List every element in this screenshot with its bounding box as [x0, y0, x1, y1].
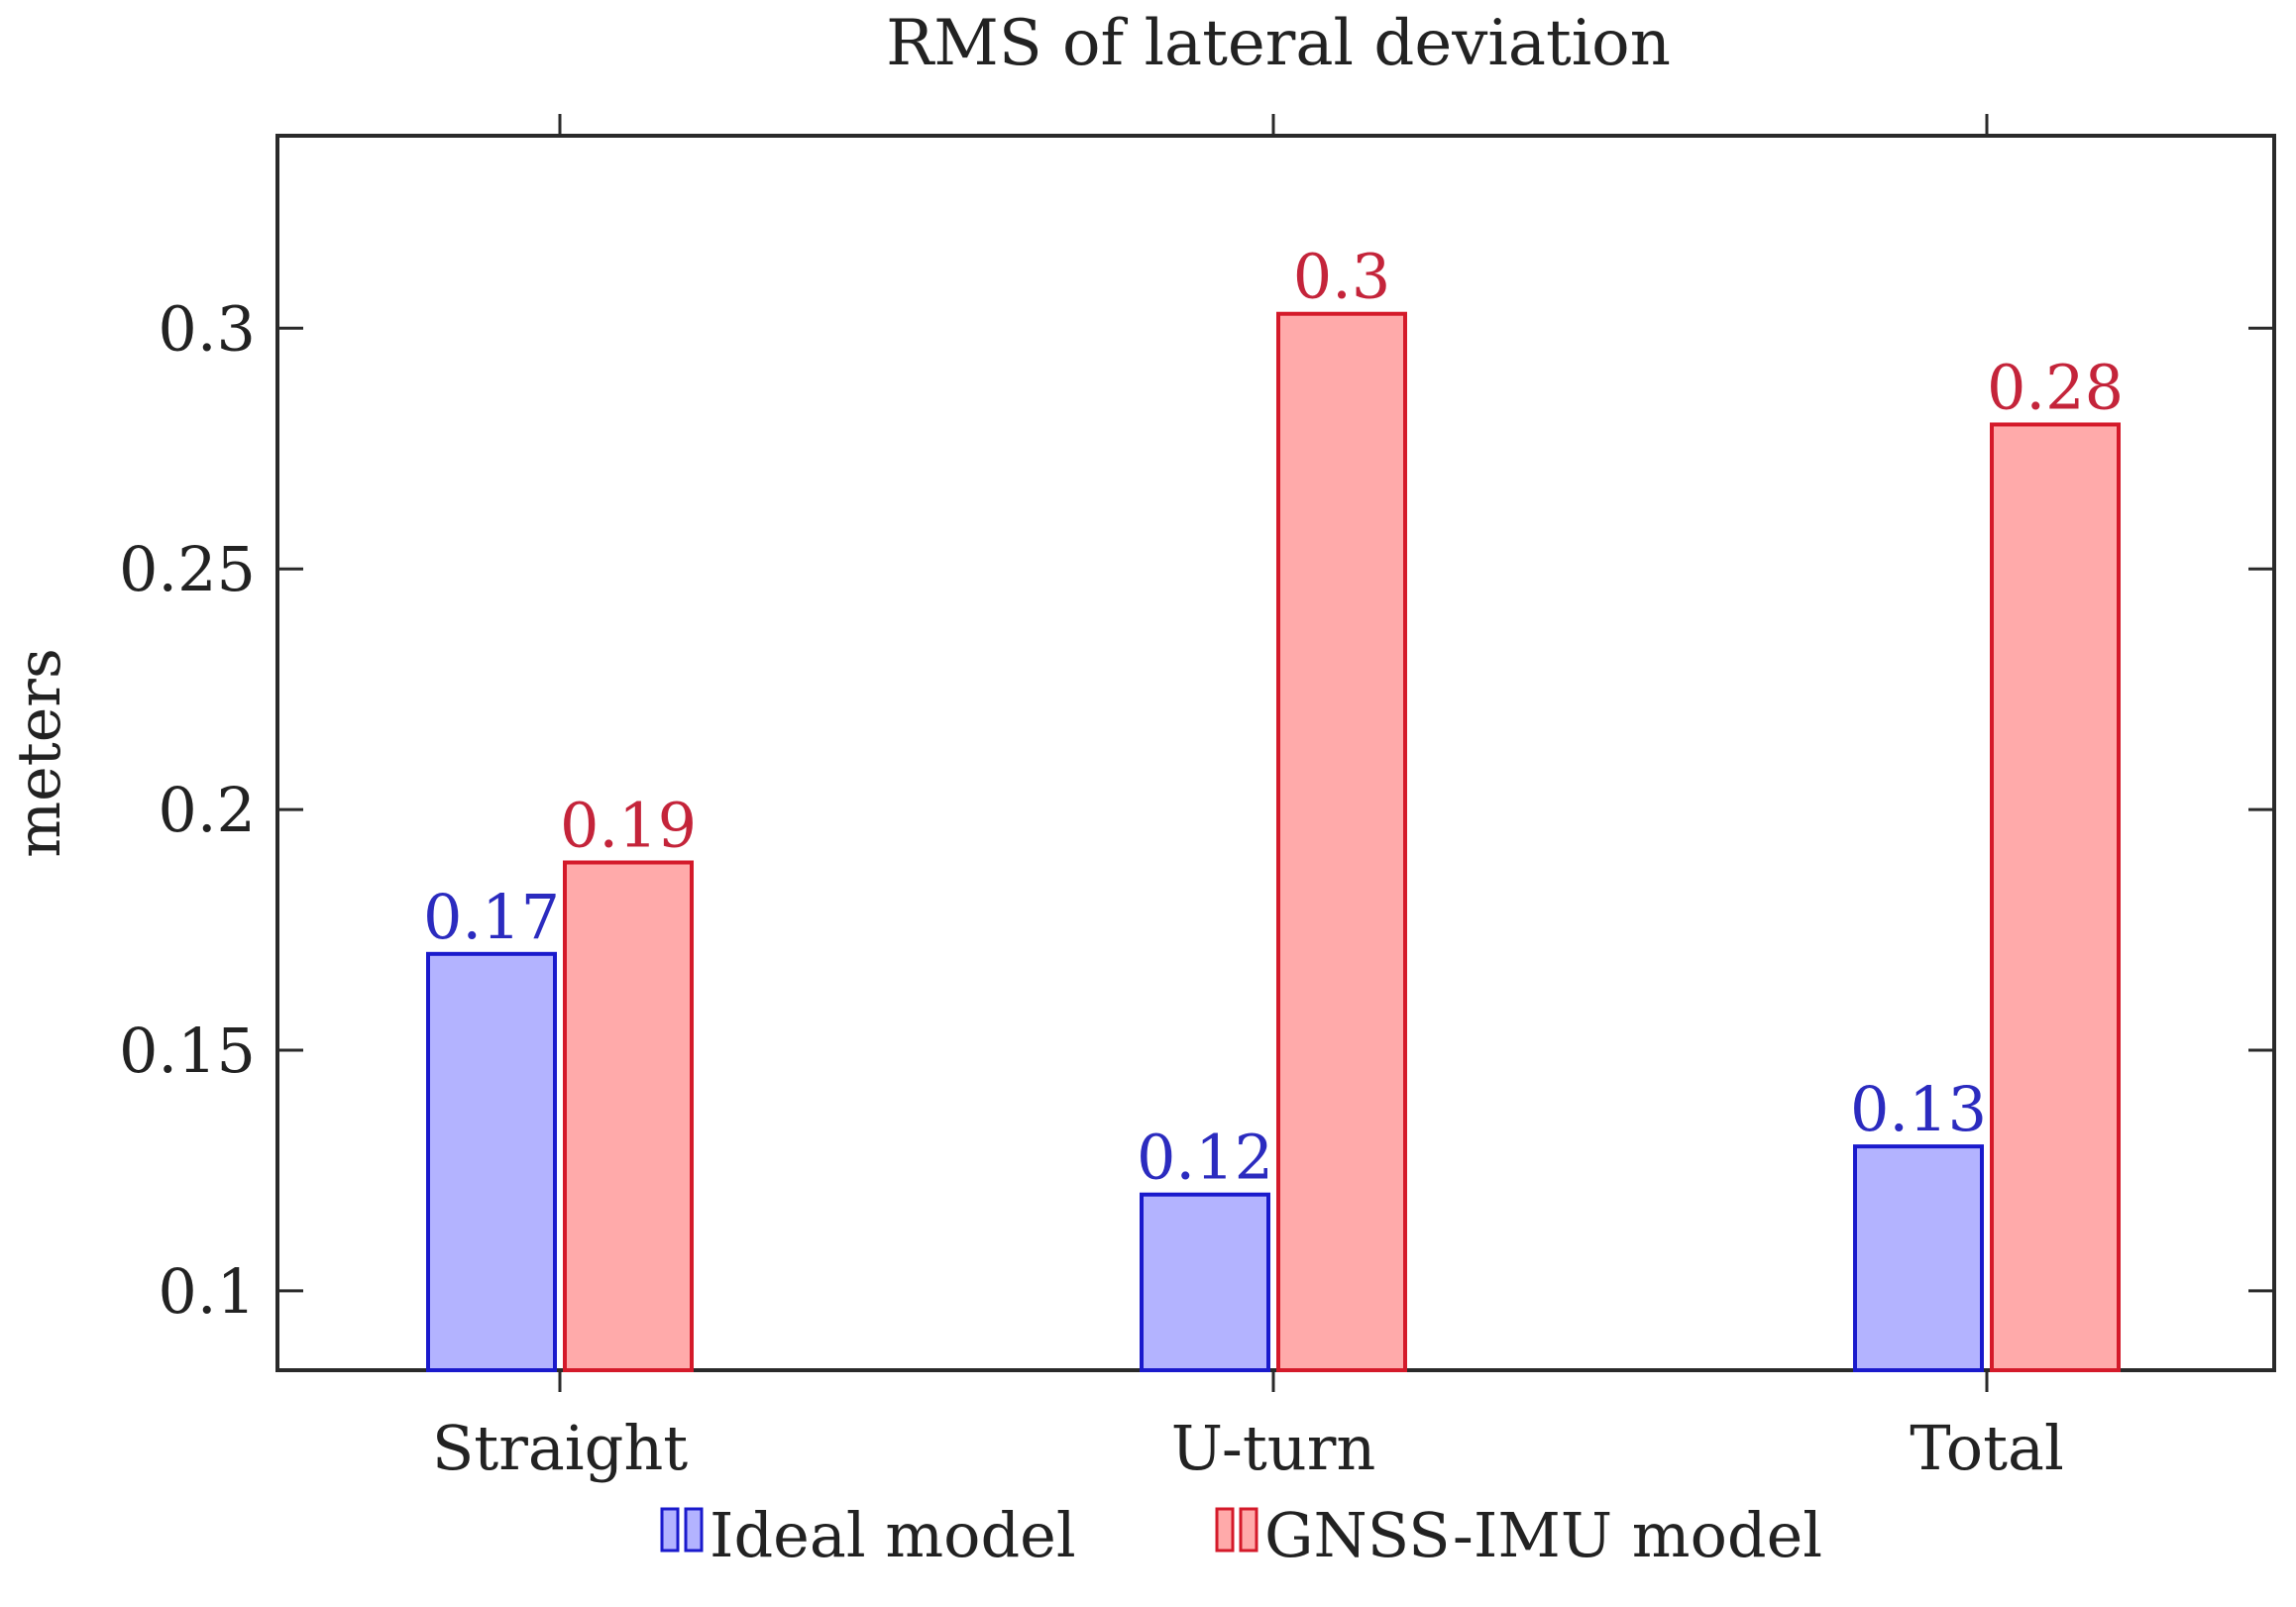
x-tick-label: U-turn: [1171, 1412, 1376, 1484]
bar: [1853, 1144, 1984, 1372]
y-tick-label: 0.1: [158, 1255, 256, 1328]
chart-title: RMS of lateral deviation: [886, 7, 1671, 80]
legend-label: Ideal model: [710, 1499, 1076, 1571]
y-tick-label: 0.25: [119, 533, 256, 605]
data-label: 0.28: [1987, 351, 2124, 423]
data-label: 0.19: [560, 790, 697, 862]
bar: [1276, 311, 1407, 1373]
legend-swatch: [660, 1507, 680, 1553]
y-tick-label: 0.2: [158, 774, 256, 846]
y-tick-label: 0.3: [158, 292, 256, 365]
legend-swatch: [684, 1507, 704, 1553]
legend-label: GNSS-IMU model: [1264, 1499, 1822, 1571]
plot-area: 0.1 0.15 0.2 0.25 0.3 Straight U-turn Total 0.17…: [119, 114, 2276, 1484]
data-label: 0.3: [1293, 241, 1391, 313]
data-label: 0.17: [423, 881, 560, 953]
y-axis-label: meters: [5, 648, 74, 858]
plot-frame: [275, 134, 2276, 1372]
y-tick-label: 0.15: [119, 1015, 256, 1087]
x-tick-label: Total: [1910, 1412, 2064, 1484]
bar: [1140, 1192, 1270, 1373]
bar: [563, 860, 694, 1372]
legend-swatch: [1215, 1507, 1235, 1553]
bar: [1990, 422, 2121, 1372]
x-tick-label: Straight: [432, 1412, 688, 1484]
data-label: 0.13: [1850, 1073, 1987, 1145]
data-label: 0.12: [1137, 1122, 1273, 1194]
legend: Ideal model GNSS-IMU model: [660, 1499, 1822, 1571]
bar: [426, 951, 557, 1372]
legend-swatch: [1239, 1507, 1258, 1553]
